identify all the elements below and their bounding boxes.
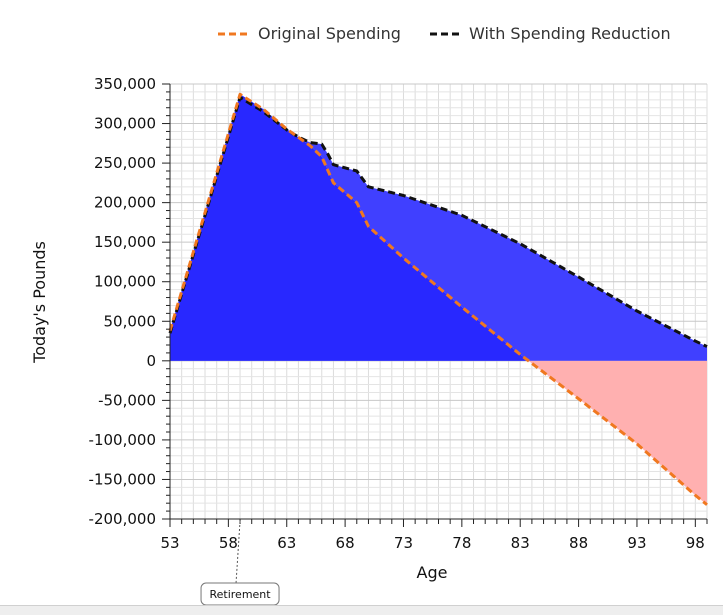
x-tick-label: 98 — [686, 534, 705, 552]
x-tick-label: 63 — [277, 534, 296, 552]
legend-label-with-spending-reduction: With Spending Reduction — [469, 24, 671, 43]
y-tick-label: 250,000 — [94, 154, 156, 172]
y-tick-label: 300,000 — [94, 115, 156, 133]
y-tick-label: 50,000 — [104, 312, 157, 330]
legend: Original Spending With Spending Reductio… — [218, 24, 671, 43]
x-tick-label: 93 — [627, 534, 646, 552]
series-line-original-spending — [168, 92, 708, 506]
y-axis-title: Today's Pounds — [30, 241, 49, 364]
y-tick-label: -200,000 — [89, 510, 156, 528]
x-tick-label: 78 — [452, 534, 471, 552]
area-reduction-gain — [170, 94, 707, 361]
x-tick-label: 73 — [394, 534, 413, 552]
area-original-negative — [528, 360, 707, 505]
x-tick-label: 83 — [511, 534, 530, 552]
axes: 350,000 300,000 250,000 200,000 150,000 100,0… — [89, 75, 708, 552]
bottom-scrollbar-strip — [0, 605, 723, 615]
area-original-positive — [170, 94, 529, 361]
y-tick-label: 350,000 — [94, 75, 156, 93]
retirement-callout-leader — [235, 520, 241, 584]
chart-areas — [170, 94, 707, 505]
x-tick-label: 88 — [569, 534, 588, 552]
legend-item-original-spending[interactable]: Original Spending — [218, 24, 401, 43]
y-tick-label: 200,000 — [94, 194, 156, 212]
y-tick-label: 150,000 — [94, 233, 156, 251]
x-tick-label: 53 — [160, 534, 179, 552]
y-tick-label: 100,000 — [94, 273, 156, 291]
y-tick-label: 0 — [146, 352, 156, 370]
y-tick-label: -100,000 — [89, 431, 156, 449]
chart-lines — [168, 92, 708, 506]
x-tick-label: 58 — [219, 534, 238, 552]
retirement-callout: Retirement — [200, 520, 280, 606]
legend-label-original-spending: Original Spending — [258, 24, 401, 43]
x-axis-title: Age — [417, 563, 448, 582]
legend-item-with-spending-reduction[interactable]: With Spending Reduction — [430, 24, 671, 43]
y-tick-label: -50,000 — [98, 391, 156, 409]
x-tick-label: 68 — [336, 534, 355, 552]
y-tick-label: -150,000 — [89, 470, 156, 488]
retirement-callout-label: Retirement — [209, 588, 271, 601]
